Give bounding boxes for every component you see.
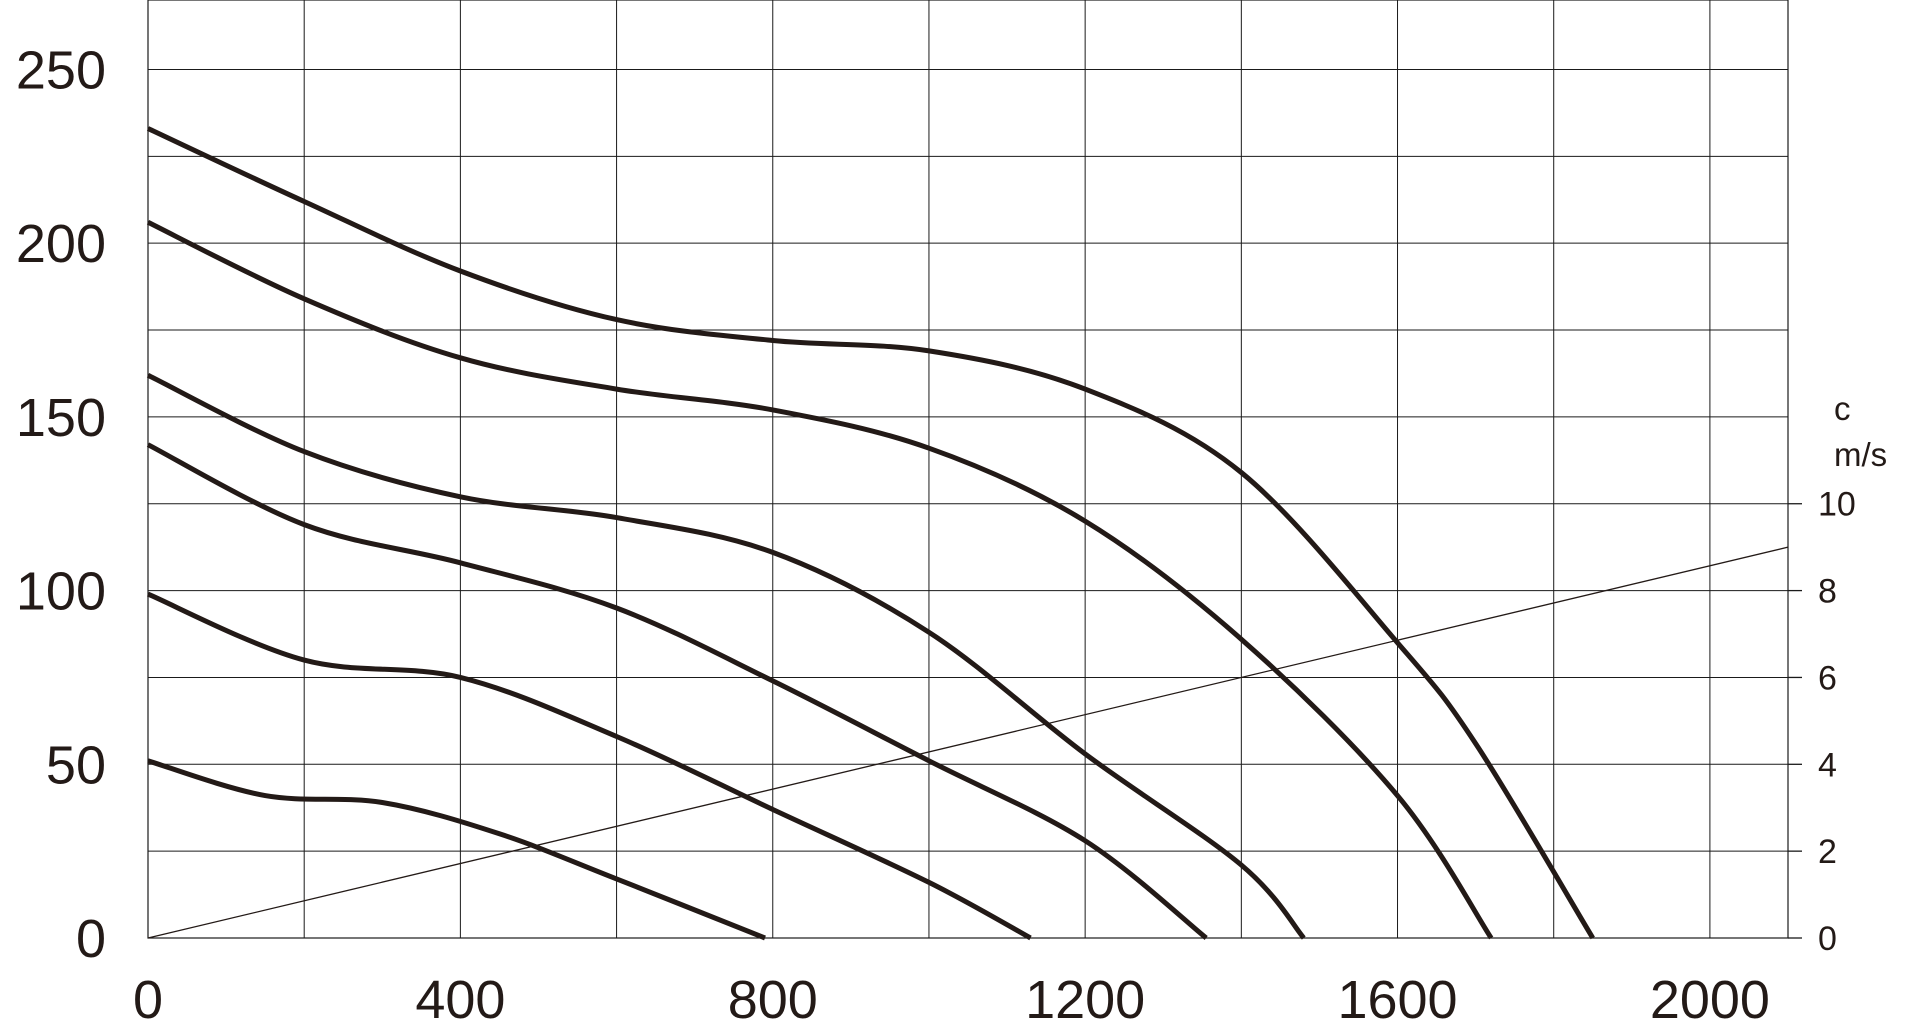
pressure-curve-3 bbox=[146, 372, 1306, 940]
x-tick-label-1600: 1600 bbox=[1337, 970, 1457, 1023]
right-tick-label-2: 2 bbox=[1818, 833, 1837, 871]
y-tick-label-250: 250 bbox=[16, 40, 106, 100]
x-tick-label-400: 400 bbox=[415, 970, 505, 1023]
velocity-line-group bbox=[147, 546, 1789, 939]
x-tick-label-0: 0 bbox=[133, 970, 163, 1023]
pressure-curve-5 bbox=[147, 591, 1032, 941]
y-tick-label-0: 0 bbox=[76, 909, 106, 969]
right-axis-label-unit: m/s bbox=[1834, 436, 1887, 473]
pressure-curve-4 bbox=[146, 442, 1208, 940]
right-tick-label-10: 10 bbox=[1818, 486, 1856, 524]
y-tick-label-200: 200 bbox=[16, 214, 106, 274]
right-tick-label-4: 4 bbox=[1818, 746, 1837, 784]
pressure-curve-2 bbox=[146, 220, 1494, 940]
x-tick-label-2000: 2000 bbox=[1650, 970, 1770, 1023]
x-tick-label-1200: 1200 bbox=[1025, 970, 1145, 1023]
velocity-line bbox=[147, 546, 1789, 939]
y-tick-label-50: 50 bbox=[46, 735, 106, 795]
pressure-curve-6 bbox=[147, 758, 766, 941]
y-tick-label-150: 150 bbox=[16, 388, 106, 448]
grid bbox=[147, 0, 1789, 939]
y-tick-label-100: 100 bbox=[16, 562, 106, 622]
right-axis-label-c: c bbox=[1834, 390, 1851, 427]
plot-frame bbox=[147, 0, 1789, 939]
pressure-curves bbox=[146, 126, 1595, 941]
x-axis-tick-labels: 0 400 800 1200 1600 2000 bbox=[133, 970, 1770, 1023]
right-tick-label-6: 6 bbox=[1818, 659, 1837, 697]
x-tick-label-800: 800 bbox=[728, 970, 818, 1023]
pressure-curve-1 bbox=[146, 126, 1595, 940]
y-axis-tick-labels: 0 50 100 150 200 250 bbox=[16, 40, 106, 969]
right-tick-label-0: 0 bbox=[1818, 920, 1837, 958]
right-tick-label-8: 8 bbox=[1818, 573, 1837, 611]
right-velocity-axis: c m/s 0 2 4 6 8 10 bbox=[1788, 390, 1887, 958]
